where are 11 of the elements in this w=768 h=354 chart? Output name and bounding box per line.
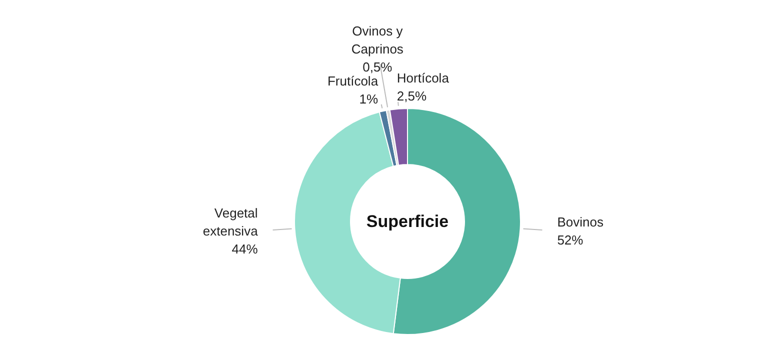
data-label: 2,5% [396,88,427,104]
slice-label: Bovinos [557,214,604,230]
slice-label: Vegetal extensiva [202,205,259,238]
text: Superficie [366,212,449,231]
slice-label: Frutícola [327,73,379,88]
slice-label: Ovinos y Caprinos [351,24,404,57]
data-label: 1% [359,91,378,106]
slice-label: Hortícola [396,70,450,86]
data-label: 52% [557,232,584,248]
data-label: 44% [232,241,258,256]
data-label: 0,5% [362,60,393,75]
